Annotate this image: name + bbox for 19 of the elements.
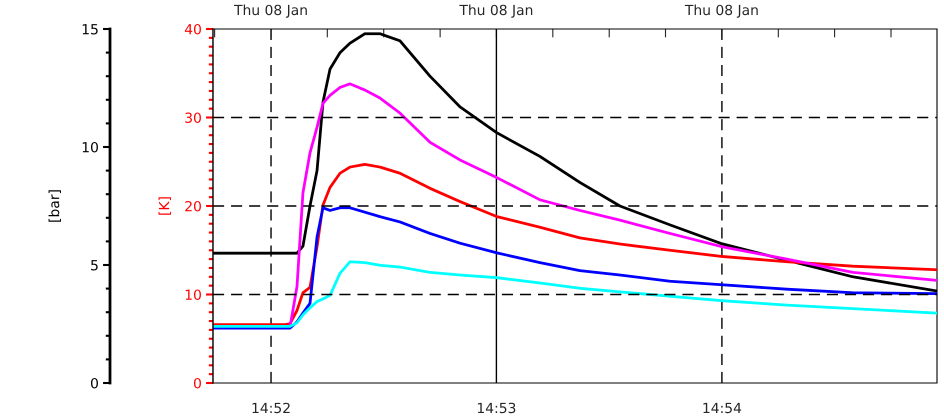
y2-tick-label: 10 <box>186 289 201 300</box>
x-tick-label: 14:54 <box>703 402 742 414</box>
line-series <box>213 260 937 328</box>
y-tick-label: 15 <box>82 24 98 34</box>
text: Thu 08 Jan <box>459 4 532 18</box>
text: Thu 08 Jan <box>234 4 307 18</box>
y-axis-title: [bar] <box>48 190 61 222</box>
y2-tick-label: 0 <box>194 378 201 388</box>
y-tick-label: 0 <box>90 378 98 388</box>
y-tick-label: 10 <box>82 142 98 152</box>
y2-tick-label: 30 <box>185 112 201 123</box>
y-tick-label: 5 <box>91 260 98 270</box>
y2-tick-label: 20 <box>185 200 201 212</box>
y2-tick-label: 40 <box>184 24 201 34</box>
x-tick-label: 14:52 <box>252 402 290 414</box>
line-series <box>213 206 937 330</box>
x-tick-label: 14:53 <box>478 402 516 414</box>
y2-axis-title: [K] <box>158 197 171 215</box>
text: Thu 08 Jan <box>684 4 758 18</box>
